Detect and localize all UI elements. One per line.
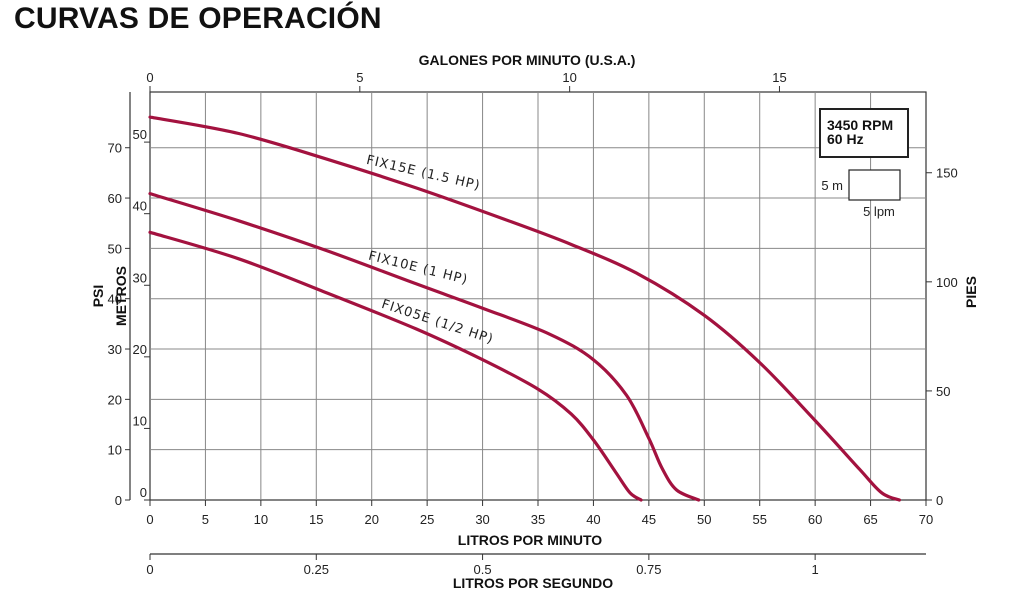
top-tick-label: 15: [772, 70, 786, 85]
rpm-label: 3450 RPM: [827, 117, 893, 133]
lps-tick-label: 0.25: [304, 562, 329, 577]
top-axis-title: GALONES POR MINUTO (U.S.A.): [419, 52, 636, 68]
x-tick-label: 40: [586, 512, 600, 527]
metros-tick-label: 20: [133, 342, 147, 357]
metros-tick-label: 30: [133, 270, 147, 285]
x-axis-title: LITROS POR MINUTO: [458, 532, 603, 548]
curve-series-1: [148, 115, 901, 502]
psi-axis-title: PSI: [90, 285, 106, 308]
x-tick-label: 55: [752, 512, 766, 527]
scale-box-horizontal-label: 5 lpm: [863, 204, 895, 219]
x-tick-label: 20: [364, 512, 378, 527]
psi-tick-label: 40: [108, 292, 122, 307]
metros-axis-title: METROS: [113, 266, 129, 326]
curve-series-2: [148, 192, 701, 502]
pies-tick-label: 100: [936, 275, 958, 290]
metros-tick-label: 0: [140, 485, 147, 500]
psi-tick-label: 0: [115, 493, 122, 508]
psi-tick-label: 10: [108, 443, 122, 458]
pies-tick-label: 150: [936, 166, 958, 181]
psi-tick-label: 60: [108, 191, 122, 206]
x-tick-label: 50: [697, 512, 711, 527]
lps-tick-label: 0: [146, 562, 153, 577]
x-tick-label: 25: [420, 512, 434, 527]
x-tick-label: 70: [919, 512, 933, 527]
lps-tick-label: 1: [812, 562, 819, 577]
lps-tick-label: 0.5: [474, 562, 492, 577]
pies-tick-label: 0: [936, 493, 943, 508]
curve-series-3: [148, 230, 643, 502]
x-tick-label: 15: [309, 512, 323, 527]
x-tick-label: 0: [146, 512, 153, 527]
rpm-info-box: [819, 108, 909, 158]
scale-box: [848, 169, 901, 201]
curve-label-1: FIX15E (1.5 HP): [365, 153, 482, 194]
x-tick-label: 30: [475, 512, 489, 527]
curve-label-2: FIX10E (1 HP): [367, 249, 470, 288]
metros-tick-label: 50: [133, 127, 147, 142]
x-tick-label: 60: [808, 512, 822, 527]
pies-axis-title: PIES: [963, 276, 979, 308]
curves: FIX15E (1.5 HP)FIX10E (1 HP)FIX05E (1/2 …: [148, 115, 901, 502]
x-tick-label: 35: [531, 512, 545, 527]
x-tick-label: 10: [254, 512, 268, 527]
x-tick-label: 5: [202, 512, 209, 527]
x-tick-label: 45: [642, 512, 656, 527]
hz-label: 60 Hz: [827, 131, 864, 147]
psi-tick-label: 30: [108, 342, 122, 357]
grid-lines: [150, 92, 926, 500]
metros-tick-label: 10: [133, 413, 147, 428]
psi-tick-label: 20: [108, 392, 122, 407]
psi-tick-label: 50: [108, 241, 122, 256]
top-tick-label: 5: [356, 70, 363, 85]
x-tick-label: 65: [863, 512, 877, 527]
psi-tick-label: 70: [108, 141, 122, 156]
page-title: CURVAS DE OPERACIÓN: [14, 2, 382, 35]
top-tick-label: 0: [146, 70, 153, 85]
lps-axis-title: LITROS POR SEGUNDO: [453, 575, 613, 591]
top-tick-label: 10: [562, 70, 576, 85]
metros-tick-label: 40: [133, 199, 147, 214]
pies-tick-label: 50: [936, 384, 950, 399]
scale-box-vertical-label: 5 m: [821, 178, 843, 193]
axes: 0 5 10 15 20 25 30 35 40 45 50 55 60 65 700 5 10 150 0.25 0…: [108, 70, 958, 577]
lps-tick-label: 0.75: [636, 562, 661, 577]
